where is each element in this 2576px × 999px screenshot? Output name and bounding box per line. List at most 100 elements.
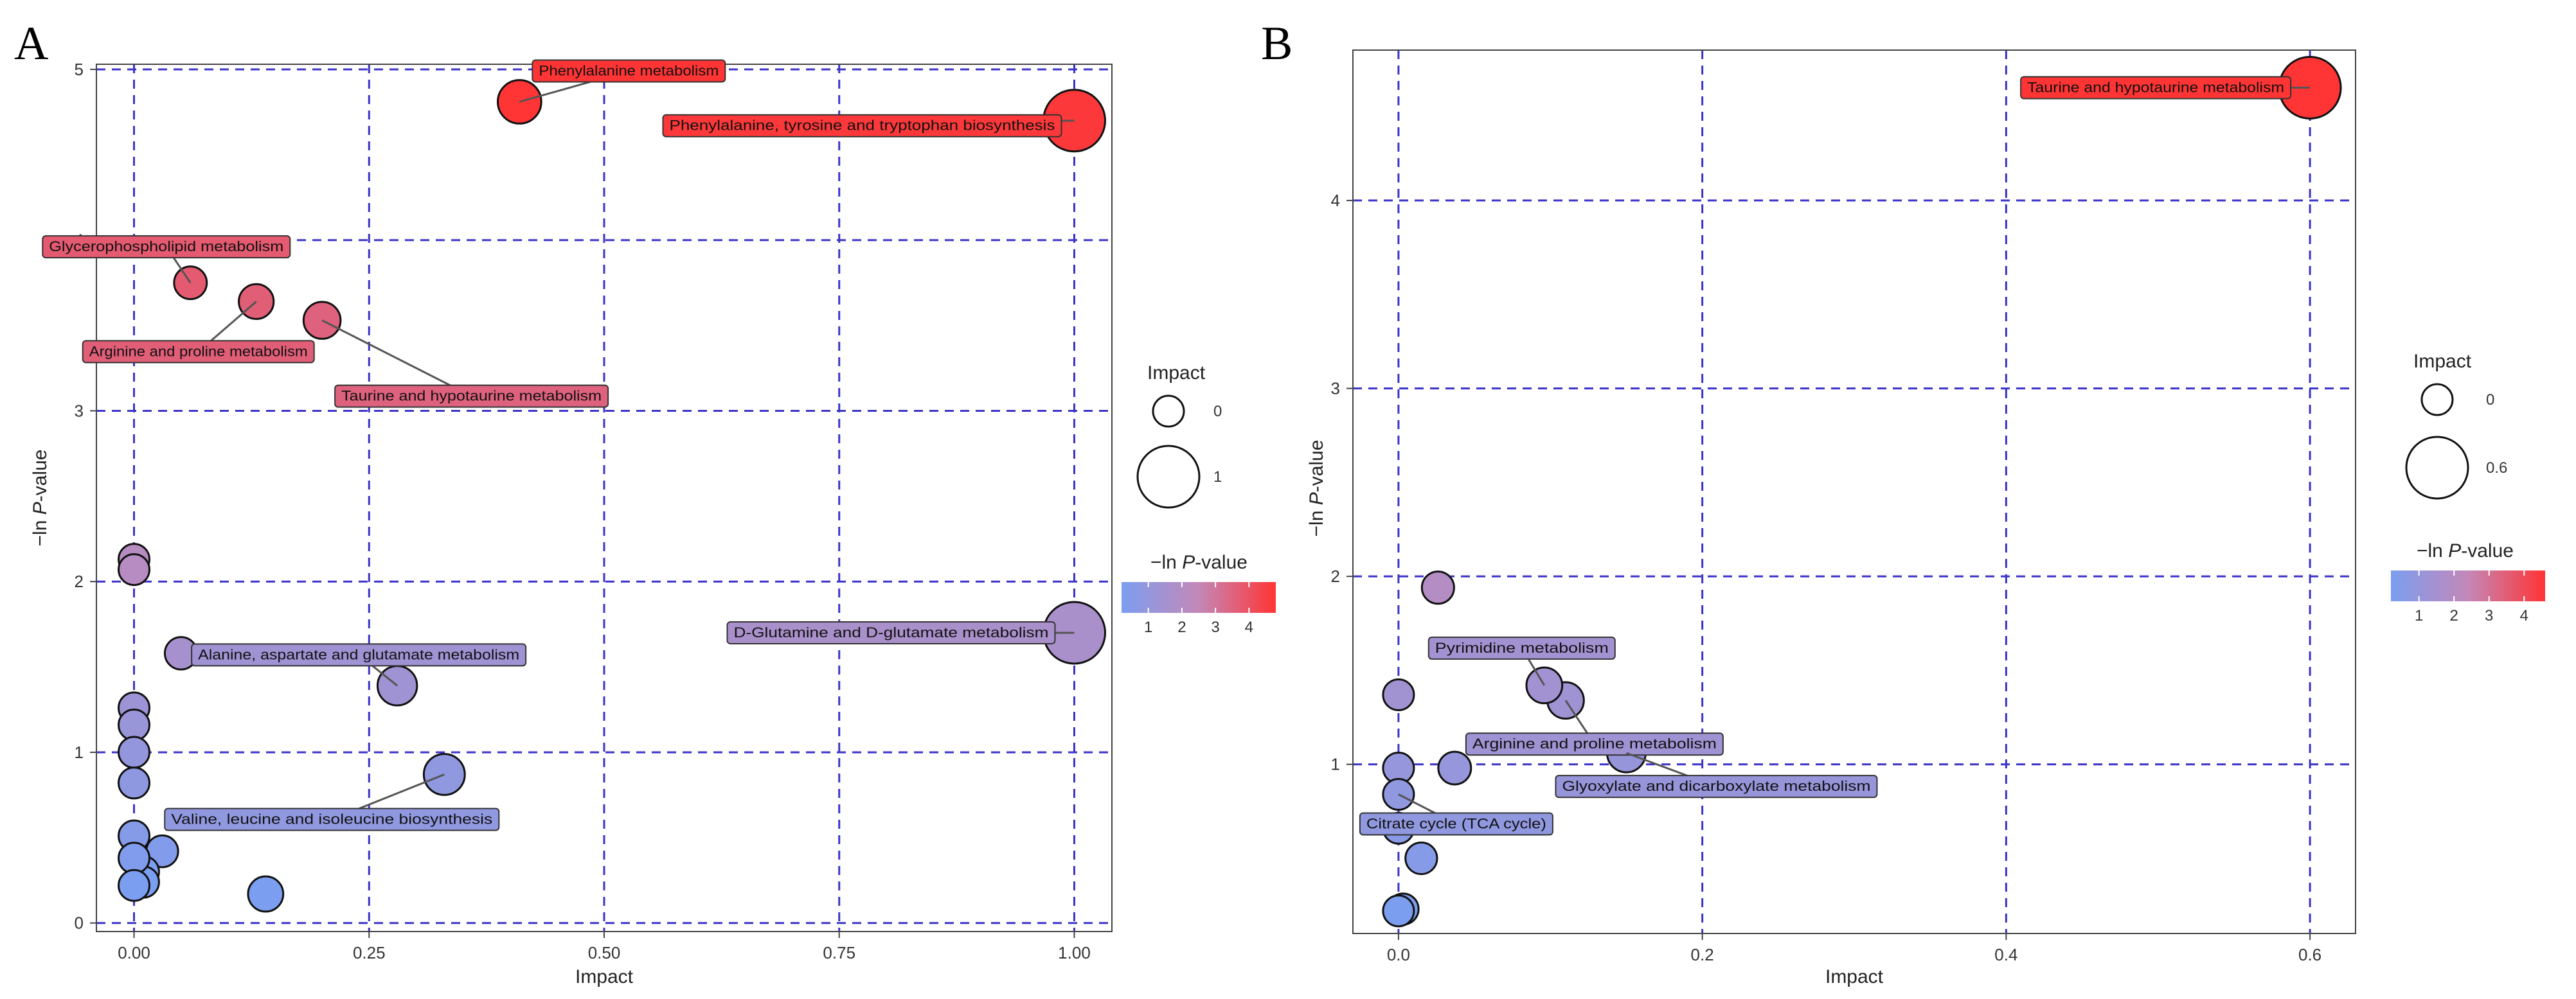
- callout-label: Arginine and proline metabolism: [89, 343, 308, 359]
- callout-label: Taurine and hypotaurine metabolism: [2027, 80, 2284, 96]
- panel-a: A 0.00 0.25 0.50 0.75 1.00 0 1 2 3 4 5 Phenylalani…: [14, 17, 1276, 987]
- x-tick-label: 1.00: [1058, 943, 1091, 962]
- scatter-point: [118, 869, 151, 902]
- callout-box: [532, 59, 726, 83]
- color-legend-tick-label: 4: [2520, 607, 2528, 624]
- y-tick-label: 0: [75, 914, 84, 933]
- panel-b-color-legend-ticks: 1 2 3 4: [2415, 570, 2528, 624]
- color-legend-tick-label: 1: [1144, 619, 1152, 636]
- x-tick-label: 0.6: [2298, 945, 2321, 964]
- x-tick-label: 0.2: [1691, 945, 1714, 964]
- panel-b-y-axis-title: −ln P-value: [1306, 440, 1327, 537]
- callout-label: Phenylalanine, tyrosine and tryptophan b…: [669, 118, 1055, 134]
- callout-label: Pyrimidine metabolism: [1435, 640, 1609, 656]
- x-tick-label: 0.4: [1994, 945, 2017, 964]
- panel-a-color-legend: −ln P-value 1 2 3 4: [1122, 552, 1276, 636]
- panel-b-letter: B: [1261, 17, 1292, 70]
- callout-box: [82, 340, 315, 364]
- y-tick-label: 2: [1331, 567, 1340, 586]
- panel-b-labels: Taurine and hypotaurine metabolism Pyrimi…: [1359, 76, 2311, 836]
- scatter-point: [118, 766, 151, 800]
- panel-a-letter: A: [14, 17, 48, 70]
- panel-a-size-legend-label-small: 0: [1213, 403, 1222, 420]
- panel-b-ticks: 0.0 0.2 0.4 0.6 1 2 3 4: [1331, 191, 2322, 964]
- scatter-point: [118, 553, 151, 587]
- panel-a-size-legend-label-large: 1: [1213, 468, 1222, 486]
- panel-a-size-legend: Impact 0 1: [1136, 362, 1222, 509]
- callout-box: [1427, 636, 1616, 660]
- scatter-point: [1404, 841, 1438, 876]
- callout-label: Citrate cycle (TCA cycle): [1366, 816, 1546, 832]
- scatter-point: [1420, 570, 1455, 605]
- scatter-point: [247, 875, 285, 913]
- color-legend-tick-label: 3: [2485, 607, 2493, 624]
- y-tick-label: 2: [75, 572, 84, 591]
- panel-a-size-legend-circle-small: [1152, 394, 1185, 428]
- scatter-point: [376, 665, 418, 707]
- panel-a-y-axis-title: −ln P-value: [30, 450, 51, 547]
- panel-a-x-axis-title: Impact: [575, 966, 634, 987]
- callout-box: [42, 235, 291, 259]
- panel-b-size-legend-circle-small: [2420, 383, 2454, 416]
- scatter-point: [1382, 678, 1415, 711]
- panel-a-size-legend-title: Impact: [1147, 362, 1206, 384]
- y-tick-label: 3: [75, 401, 84, 420]
- callout-label: Phenylalanine metabolism: [539, 62, 719, 78]
- callout-leader: [321, 319, 472, 397]
- callout-box: [662, 114, 1062, 137]
- panel-a-labels: Phenylalanine metabolism Phenylalanine, t…: [42, 59, 1075, 831]
- scatter-point: [118, 842, 151, 875]
- callout-box: [1465, 732, 1724, 756]
- panel-b-x-axis-title: Impact: [1825, 966, 1884, 987]
- panel-b-size-legend-title: Impact: [2413, 351, 2472, 372]
- callout-box: [726, 621, 1056, 644]
- color-legend-tick-label: 1: [2415, 607, 2423, 624]
- panel-a-color-legend-bar: [1122, 582, 1276, 613]
- panel-b: B 0.0 0.2 0.4 0.6 1 2 3 4 Taurine and hypotauri…: [1261, 17, 2545, 987]
- scatter-point: [496, 79, 542, 125]
- panel-b-color-legend-title: −ln P-value: [2417, 540, 2514, 561]
- callout-box: [1555, 775, 1878, 799]
- y-tick-label: 3: [1331, 379, 1340, 398]
- scatter-point: [1382, 894, 1415, 928]
- color-legend-tick-label: 3: [1211, 619, 1219, 636]
- y-tick-label: 5: [75, 60, 84, 79]
- scatter-point: [1437, 750, 1472, 786]
- scatter-point: [118, 736, 151, 769]
- panel-b-size-legend-label-small: 0: [2486, 391, 2494, 409]
- callout-label: D-Glutamine and D-glutamate metabolism: [733, 624, 1048, 641]
- x-tick-label: 0.50: [588, 943, 621, 962]
- y-tick-label: 4: [1331, 191, 1340, 210]
- color-legend-tick-label: 2: [2450, 607, 2458, 624]
- scatter-point: [422, 753, 466, 796]
- callout-label: Glyoxylate and dicarboxylate metabolism: [1562, 778, 1870, 794]
- panel-b-frame: [1352, 49, 2356, 934]
- panel-b-size-legend-circle-large: [2405, 436, 2469, 500]
- scatter-point: [118, 708, 151, 741]
- callout-box: [334, 384, 609, 408]
- panel-b-grid: [1353, 50, 2356, 933]
- panel-a-grid: [96, 64, 1112, 932]
- panel-a-color-legend-title: −ln P-value: [1150, 552, 1248, 573]
- callout-box: [164, 808, 500, 831]
- panel-a-size-legend-circle-large: [1136, 445, 1201, 509]
- x-tick-label: 0.75: [823, 943, 855, 962]
- color-legend-tick-label: 2: [1177, 619, 1186, 636]
- callout-box: [1359, 812, 1553, 836]
- x-tick-label: 0.00: [118, 943, 150, 962]
- callout-label: Arginine and proline metabolism: [1472, 736, 1717, 752]
- panel-a-points: [118, 79, 1106, 913]
- callout-label: Alanine, aspartate and glutamate metabol…: [198, 646, 519, 662]
- callout-label: Valine, leucine and isoleucine biosynthe…: [171, 811, 492, 827]
- panel-b-size-legend-label-large: 0.6: [2486, 459, 2507, 477]
- y-tick-label: 1: [75, 743, 84, 762]
- panel-b-size-legend: Impact 0 0.6: [2405, 351, 2507, 500]
- x-tick-label: 0.0: [1387, 945, 1410, 964]
- callout-label: Taurine and hypotaurine metabolism: [341, 388, 602, 404]
- panel-a-color-legend-ticks: 1 2 3 4: [1144, 582, 1253, 636]
- x-tick-label: 0.25: [353, 943, 386, 962]
- callout-box: [191, 643, 527, 667]
- y-tick-label: 1: [1331, 755, 1340, 774]
- color-legend-tick-label: 4: [1245, 619, 1253, 636]
